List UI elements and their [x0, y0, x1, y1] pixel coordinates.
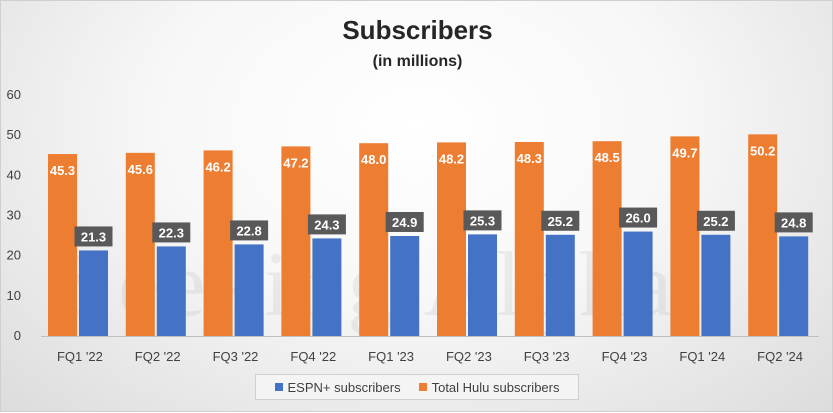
data-label-hulu: 48.0	[361, 152, 386, 167]
data-label-espn: 25.3	[470, 213, 495, 228]
data-label-espn: 25.2	[548, 214, 573, 229]
data-label-espn-box	[230, 220, 269, 241]
data-label-espn-box	[385, 211, 424, 232]
data-label-espn-box	[463, 210, 502, 231]
bar-espn	[468, 234, 497, 336]
data-label-espn: 22.3	[159, 225, 184, 240]
bar-hulu	[359, 143, 389, 336]
data-label-espn: 24.3	[314, 217, 339, 232]
data-label-espn: 21.3	[81, 229, 106, 244]
data-label-hulu: 45.3	[50, 163, 75, 178]
y-tick-label: 20	[7, 248, 21, 263]
data-label-espn-box	[541, 210, 580, 231]
bar-hulu	[748, 134, 778, 336]
data-label-espn-box	[696, 210, 735, 231]
data-label-hulu: 48.3	[517, 151, 542, 166]
bar-hulu	[514, 141, 544, 336]
bar-hulu	[592, 141, 622, 336]
y-tick-label: 30	[7, 208, 21, 223]
y-tick-label: 10	[7, 288, 21, 303]
bar-espn	[79, 250, 108, 336]
bar-espn	[234, 244, 264, 336]
data-label-hulu: 48.2	[439, 151, 464, 166]
y-tick-label: 50	[7, 127, 21, 142]
legend-item-espn: ESPN+ subscribers	[274, 379, 401, 395]
y-tick-label: 40	[7, 167, 21, 182]
bar-hulu	[437, 142, 466, 336]
legend-swatch-espn	[274, 383, 283, 391]
data-label-espn: 24.8	[781, 215, 806, 230]
x-tick-label: FQ1 '24	[679, 349, 725, 364]
x-tick-label: FQ4 '22	[290, 349, 336, 364]
data-label-hulu: 46.2	[205, 159, 230, 174]
bar-espn	[779, 236, 809, 336]
data-label-espn-box	[74, 226, 113, 247]
bar-espn	[390, 235, 420, 336]
data-label-hulu: 49.7	[672, 145, 697, 160]
x-tick-label: FQ1 '23	[368, 349, 414, 364]
data-label-hulu: 45.6	[128, 162, 153, 177]
legend-label-espn: ESPN+ subscribers	[287, 379, 401, 395]
data-label-espn-box	[619, 207, 658, 228]
bar-espn	[545, 234, 575, 336]
legend-swatch-hulu	[418, 383, 427, 391]
data-label-espn: 24.9	[392, 215, 417, 230]
data-label-espn-box	[152, 222, 191, 243]
data-label-espn: 26.0	[625, 211, 650, 226]
bar-hulu	[203, 150, 233, 336]
data-label-espn-box	[774, 212, 813, 233]
bar-espn	[623, 231, 653, 336]
y-tick-label: 60	[7, 87, 21, 102]
data-label-hulu: 50.2	[750, 143, 775, 158]
bar-espn	[701, 234, 731, 336]
data-label-espn: 22.8	[236, 223, 261, 238]
bar-hulu	[670, 136, 700, 336]
x-tick-label: FQ2 '22	[135, 349, 181, 364]
legend-label-hulu: Total Hulu subscribers	[431, 379, 560, 395]
x-tick-label: FQ2 '23	[446, 349, 492, 364]
y-tick-label: 0	[14, 328, 21, 343]
chart-subtitle: (in millions)	[372, 53, 463, 70]
chart-title: Subscribers	[342, 15, 493, 45]
x-tick-label: FQ2 '24	[757, 349, 803, 364]
legend: ESPN+ subscribers Total Hulu subscribers	[255, 374, 579, 400]
data-label-espn: 25.2	[703, 214, 728, 229]
bar-espn	[156, 246, 186, 336]
data-label-hulu: 48.5	[594, 150, 619, 165]
bar-hulu	[125, 152, 155, 336]
x-tick-label: FQ4 '23	[602, 349, 648, 364]
bar-hulu	[281, 146, 311, 336]
data-label-hulu: 47.2	[283, 155, 308, 170]
bar-espn	[312, 238, 342, 336]
x-tick-label: FQ3 '22	[213, 349, 259, 364]
bar-hulu	[48, 154, 77, 336]
x-tick-label: FQ1 '22	[57, 349, 103, 364]
legend-item-hulu: Total Hulu subscribers	[418, 379, 560, 395]
x-tick-label: FQ3 '23	[524, 349, 570, 364]
data-label-espn-box	[307, 214, 346, 235]
